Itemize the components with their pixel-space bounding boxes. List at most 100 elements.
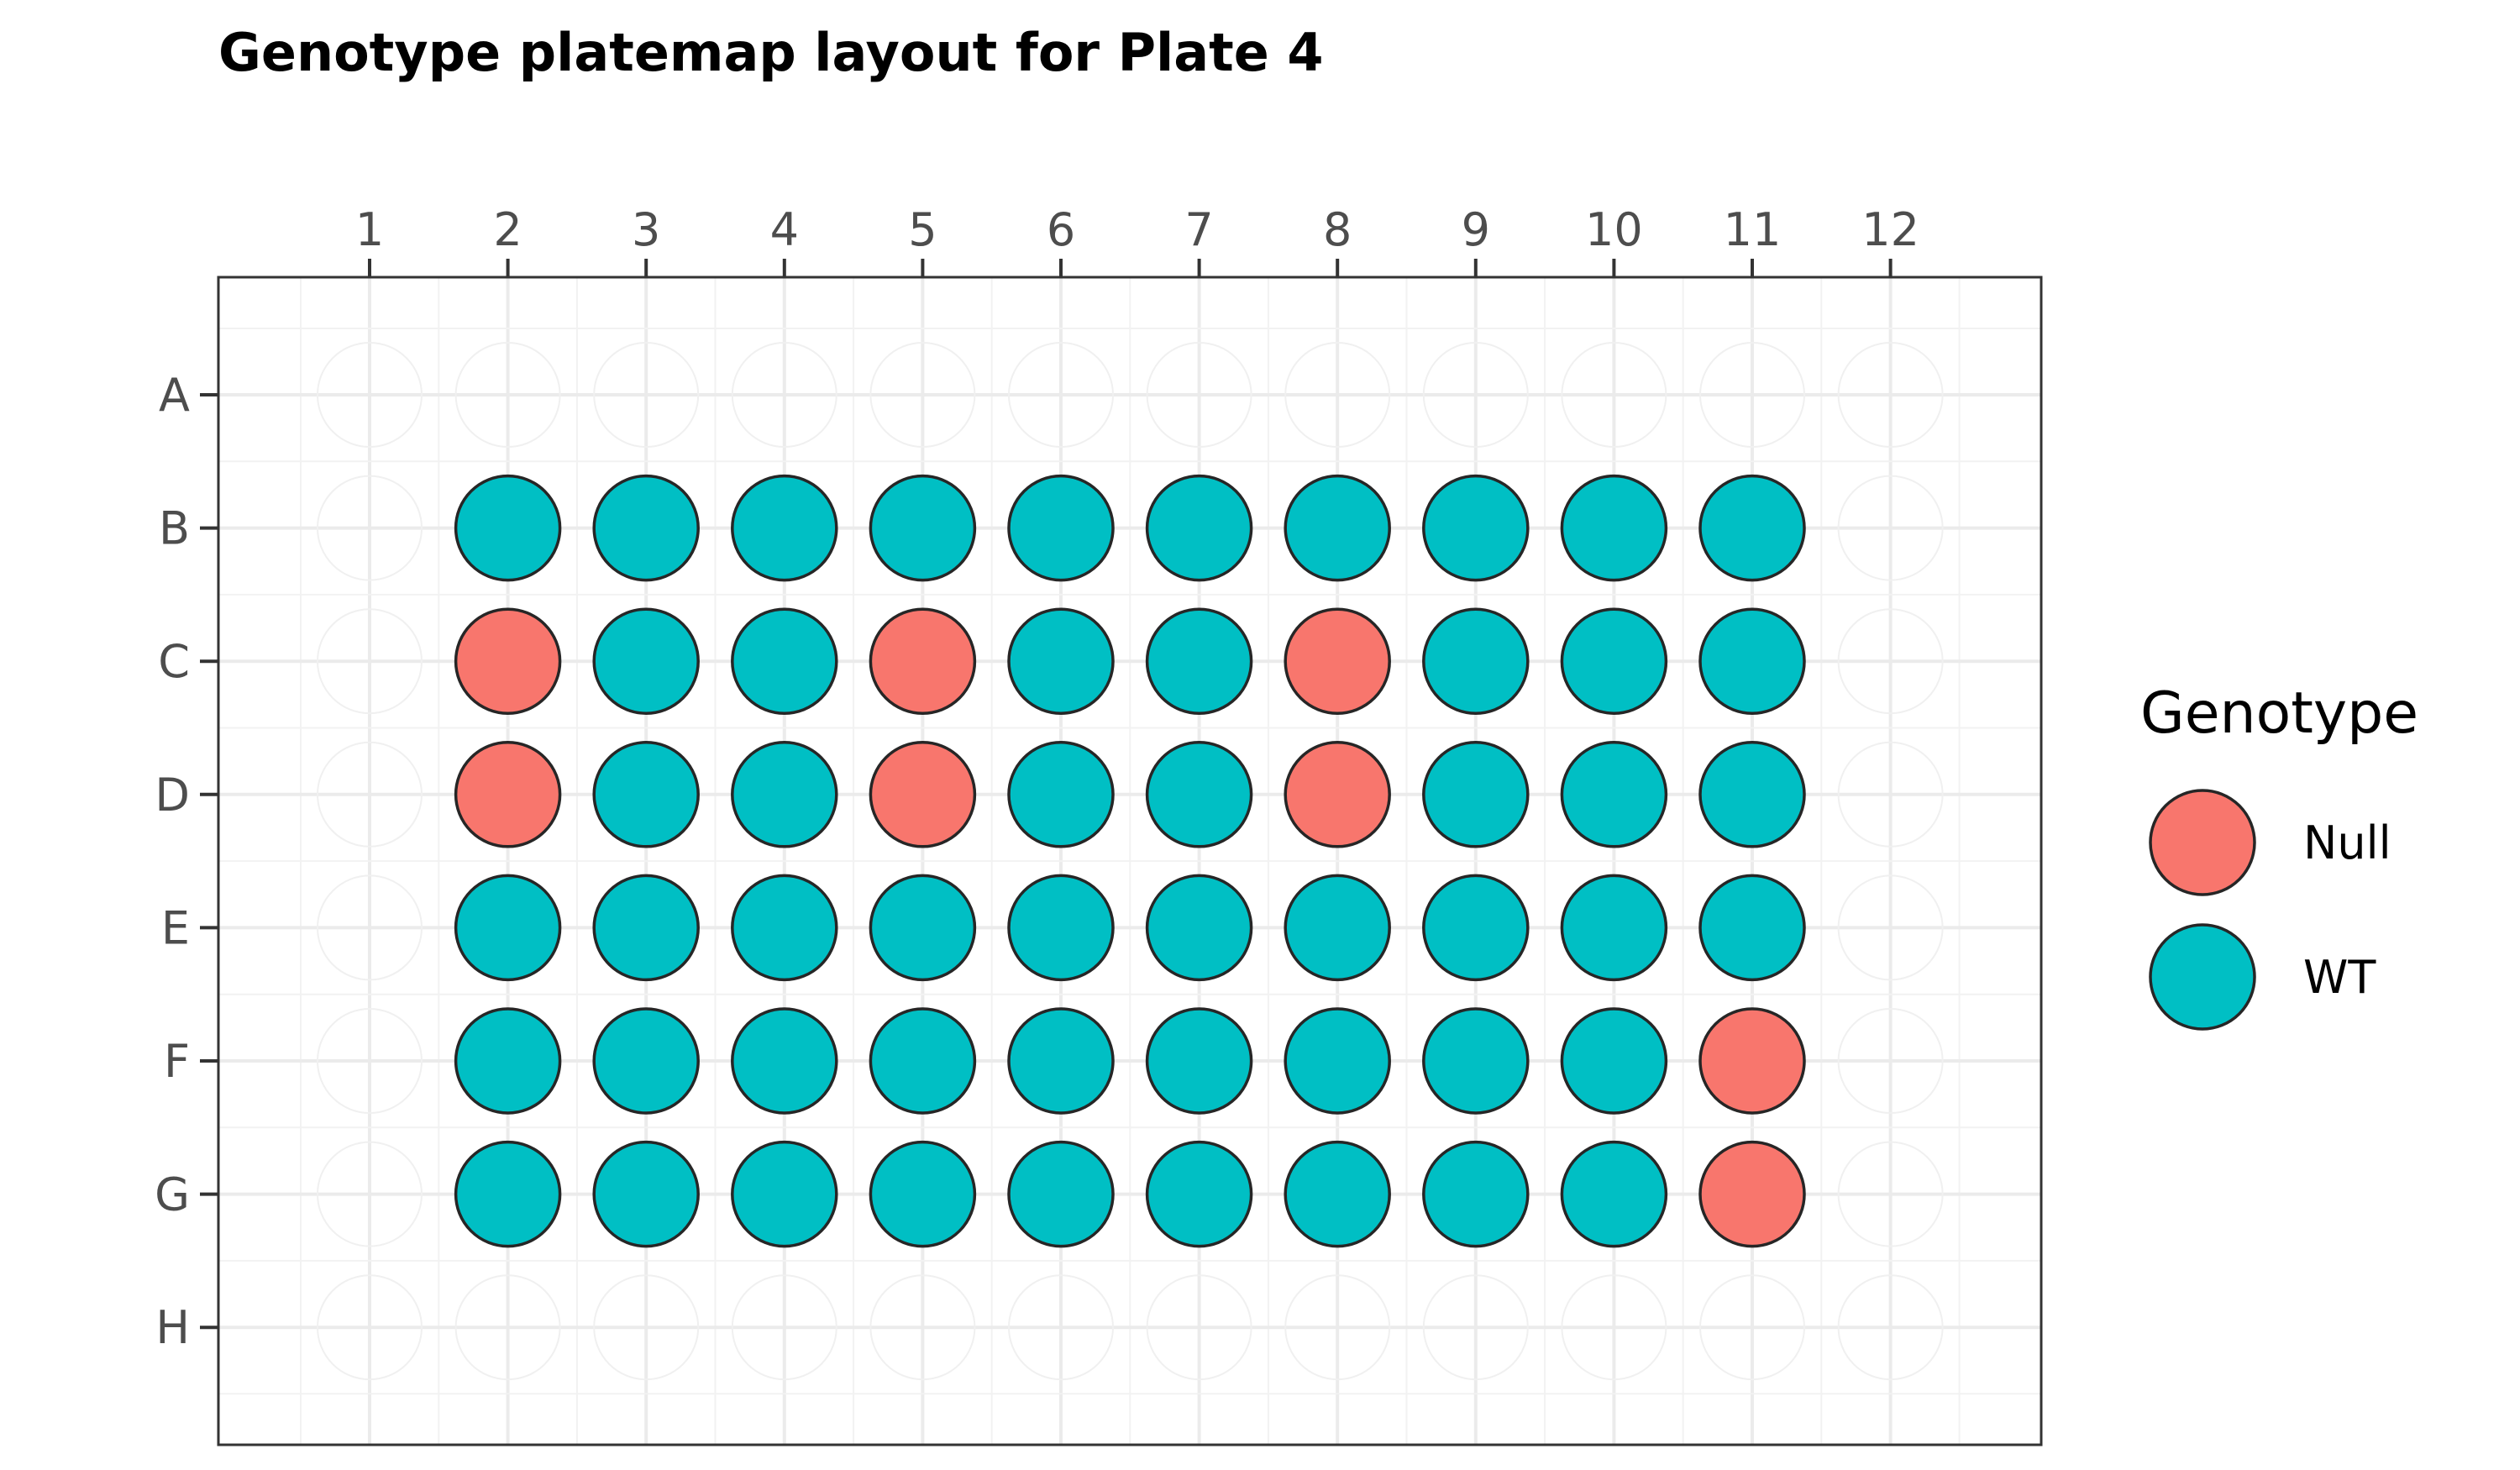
well-B3-wt [592,474,700,582]
well-D9-wt [1422,741,1530,848]
y-axis: A B C D E F G H [155,369,218,1354]
well-G6-wt [1007,1140,1115,1248]
empty-well [1837,1141,1944,1247]
empty-well [317,1274,423,1381]
empty-well [1837,1008,1944,1114]
well-G10-wt [1560,1140,1668,1248]
y-tick-label: G [155,1168,190,1221]
well-F2-wt [454,1007,562,1115]
well-E8-wt [1284,874,1391,982]
x-tick-label: 12 [1861,203,1919,256]
empty-well [731,342,837,448]
empty-well [869,1274,976,1381]
empty-well [1008,342,1114,448]
well-F4-wt [731,1007,838,1115]
well-B2-wt [454,474,562,582]
legend-key-null [2149,789,2256,896]
well-C7-wt [1145,607,1253,715]
empty-well [731,1274,837,1381]
legend-title: Genotype [2140,680,2418,747]
empty-well [869,342,976,448]
legend: Genotype Null WT [2140,680,2418,1031]
well-F8-wt [1284,1007,1391,1115]
filled-wells [454,474,1806,1248]
empty-well [1284,342,1391,448]
well-G5-wt [869,1140,977,1248]
well-F10-wt [1560,1007,1668,1115]
well-G2-wt [454,1140,562,1248]
empty-well [1422,1274,1529,1381]
empty-well [1699,1274,1805,1381]
well-B9-wt [1422,474,1530,582]
well-F6-wt [1007,1007,1115,1115]
well-D3-wt [592,741,700,848]
empty-well [1837,741,1944,848]
well-D6-wt [1007,741,1115,848]
well-C6-wt [1007,607,1115,715]
well-C5-null [869,607,977,715]
well-B6-wt [1007,474,1115,582]
x-tick-label: 2 [493,203,522,256]
well-E2-wt [454,874,562,982]
well-D7-wt [1145,741,1253,848]
well-E3-wt [592,874,700,982]
well-E7-wt [1145,874,1253,982]
empty-well [1561,342,1667,448]
empty-well [317,608,423,715]
x-tick-label: 5 [908,203,937,256]
y-tick-label: C [158,635,190,688]
well-F11-null [1698,1007,1806,1115]
empty-well [317,1008,423,1114]
y-tick-label: H [155,1301,190,1354]
empty-well [454,342,561,448]
well-C2-null [454,607,562,715]
well-B8-wt [1284,474,1391,582]
empty-well [1146,342,1252,448]
y-tick-label: B [159,502,190,555]
x-axis: 1 2 3 4 5 6 7 8 9 10 11 12 [355,203,1919,277]
empty-well [317,741,423,848]
well-D2-null [454,741,562,848]
x-tick-label: 1 [355,203,384,256]
well-F3-wt [592,1007,700,1115]
well-B5-wt [869,474,977,582]
empty-well [1146,1274,1252,1381]
empty-well [593,1274,700,1381]
empty-well [317,342,423,448]
well-E9-wt [1422,874,1530,982]
x-tick-label: 7 [1184,203,1213,256]
empty-well [1561,1274,1667,1381]
well-C10-wt [1560,607,1668,715]
well-F5-wt [869,1007,977,1115]
empty-well [1837,475,1944,581]
well-G8-wt [1284,1140,1391,1248]
empty-well [454,1274,561,1381]
well-D5-null [869,741,977,848]
well-E10-wt [1560,874,1668,982]
well-G9-wt [1422,1140,1530,1248]
empty-well [1837,1274,1944,1381]
empty-well [1837,874,1944,981]
well-C4-wt [731,607,838,715]
empty-well [1837,608,1944,715]
empty-well [1837,342,1944,448]
well-E5-wt [869,874,977,982]
well-C3-wt [592,607,700,715]
well-G11-null [1698,1140,1806,1248]
well-B11-wt [1698,474,1806,582]
empty-well [1422,342,1529,448]
well-E11-wt [1698,874,1806,982]
well-C8-null [1284,607,1391,715]
well-G7-wt [1145,1140,1253,1248]
well-E4-wt [731,874,838,982]
legend-key-wt [2149,923,2256,1031]
well-D11-wt [1698,741,1806,848]
legend-label-wt: WT [2303,951,2376,1004]
chart-title: Genotype platemap layout for Plate 4 [218,22,1324,83]
y-tick-label: E [161,901,190,954]
empty-well [1284,1274,1391,1381]
well-B10-wt [1560,474,1668,582]
x-tick-label: 10 [1585,203,1643,256]
empty-well [317,1141,423,1247]
